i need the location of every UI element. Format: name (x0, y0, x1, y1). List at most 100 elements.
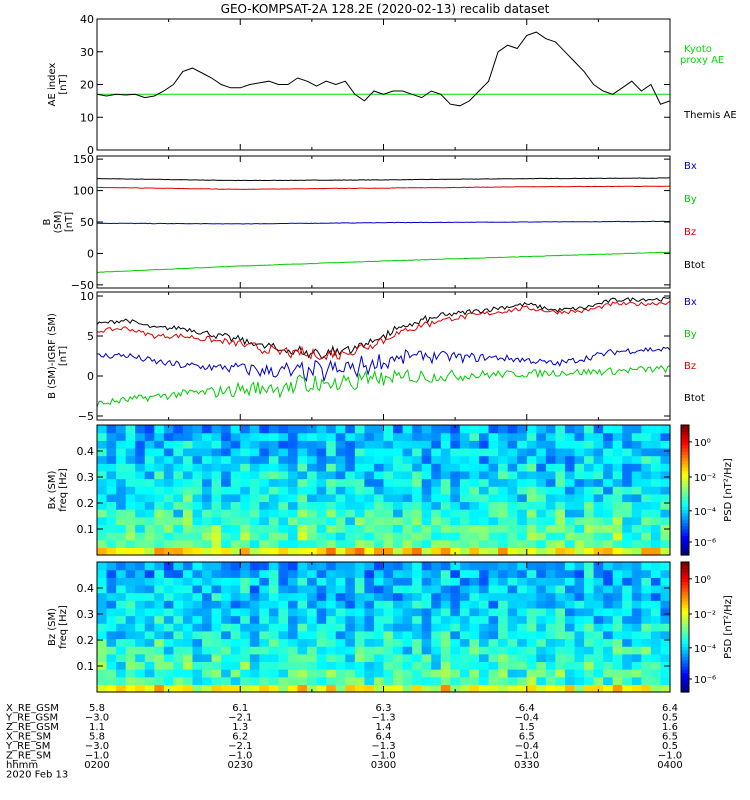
spectrogram-cell (641, 463, 652, 472)
spectrogram-cell (431, 478, 442, 487)
spectrogram-cell (182, 600, 194, 609)
spectrogram-cell (593, 592, 604, 601)
spectrogram-cell (288, 539, 299, 548)
spectrogram-cell (259, 623, 270, 632)
legend-themis-ae: Themis AE (683, 110, 737, 121)
spectrogram-cell (259, 600, 270, 609)
spectrogram-cell (97, 509, 108, 518)
spectrogram-cell (345, 432, 356, 441)
spectrogram-cell (335, 676, 346, 685)
spectrogram-cell (135, 463, 146, 472)
spectrogram-cell (97, 425, 108, 434)
spectrogram-cell (584, 493, 595, 503)
colorbar-step (681, 653, 689, 657)
spectrogram-cell (393, 425, 404, 434)
spectrogram-cell (593, 547, 604, 556)
spectrogram-cell (584, 684, 595, 693)
spectrogram-cell (354, 653, 365, 663)
spectrogram-cell (479, 486, 490, 495)
spectrogram-cell (182, 638, 194, 647)
spectrogram-cell (402, 447, 413, 457)
spectrogram-cell (373, 516, 385, 526)
spectrogram-cell (221, 425, 232, 434)
spectrogram-cell (288, 592, 299, 601)
colorbar-step (681, 601, 689, 605)
spectrogram-cell (622, 478, 633, 487)
spectrogram-cell (383, 653, 394, 663)
spectrogram-cell (593, 524, 604, 533)
spectrogram-cell (440, 493, 451, 503)
spectrogram-cell (660, 470, 671, 480)
spectrogram-cell (536, 516, 547, 526)
spectrogram-cell (517, 569, 528, 578)
spectrogram-cell (564, 638, 576, 647)
spectrogram-cell (488, 600, 499, 609)
spectrogram-cell (641, 532, 652, 541)
spectrogram-cell (307, 584, 318, 594)
spectrogram-cell (526, 600, 537, 609)
spectrogram-cell (288, 615, 299, 624)
spectrogram-cell (373, 676, 385, 685)
colorbar-label: PSD [nT²/Hz] (723, 595, 734, 659)
plot-area (97, 296, 670, 408)
spectrogram-cell (564, 669, 576, 678)
spectrogram-cell (154, 509, 165, 518)
spectrogram-cell (431, 425, 442, 434)
spectrogram-cell (240, 569, 251, 578)
spectrogram-cell (479, 463, 490, 472)
spectrogram-cell (97, 463, 108, 472)
colorbar-step (681, 532, 689, 537)
spectrogram-cell (498, 486, 509, 495)
spectrogram-cell (202, 501, 213, 510)
colorbar-step (681, 610, 689, 615)
spectrogram-cell (650, 501, 662, 510)
spectrogram-cell (249, 653, 260, 663)
spectrogram-cell (202, 425, 213, 434)
spectrogram-cell (593, 577, 604, 586)
spectrogram-cell (393, 615, 404, 624)
spectrogram-cell (402, 463, 413, 472)
spectrogram-cell (240, 470, 251, 480)
spectrogram-cell (584, 478, 595, 487)
spectrogram-cell (402, 577, 413, 586)
spectrogram-cell (221, 524, 232, 533)
spectrogram-cell (307, 569, 318, 578)
spectrogram-cell (555, 592, 566, 601)
spectrogram-cell (326, 463, 337, 472)
spectrogram-cell (288, 486, 299, 495)
spectrogram-cell (221, 447, 232, 457)
spectrogram-cell (431, 615, 442, 624)
colorbar-step (681, 441, 689, 446)
colorbar-step (681, 640, 689, 644)
spectrogram-cell (345, 447, 356, 457)
spectrogram-cell (536, 592, 547, 601)
spectrogram-cell (450, 493, 461, 503)
spectrogram-cell (402, 516, 413, 526)
spectrogram-cell (498, 584, 509, 594)
spectrogram-cell (440, 432, 451, 441)
colorbar-step (681, 480, 689, 485)
spectrogram-cell (335, 455, 346, 464)
spectrogram-cell (660, 592, 671, 601)
spectrogram-cell (555, 623, 566, 632)
spectrogram-cell (421, 584, 432, 594)
spectrogram-cell (622, 501, 633, 510)
spectrogram-cell (393, 623, 404, 632)
spectrogram-cell (154, 547, 165, 556)
spectrogram-cell (402, 478, 413, 487)
spectrogram-cell (249, 600, 260, 609)
spectrogram-cell (450, 532, 461, 541)
spectrogram-cell (135, 447, 146, 457)
spectrogram-cell (182, 630, 194, 640)
spectrogram-cell (268, 646, 280, 655)
spectrogram-cell (412, 661, 423, 670)
spectrogram-cell (326, 592, 337, 601)
spectrogram-cell (440, 630, 451, 640)
colorbar-step (681, 525, 689, 530)
spectrogram-cell (593, 516, 604, 526)
spectrogram-cell (545, 432, 556, 441)
spectrogram-cell (125, 425, 136, 434)
spectrogram-cell (383, 440, 394, 449)
spectrogram-cell (354, 532, 365, 541)
